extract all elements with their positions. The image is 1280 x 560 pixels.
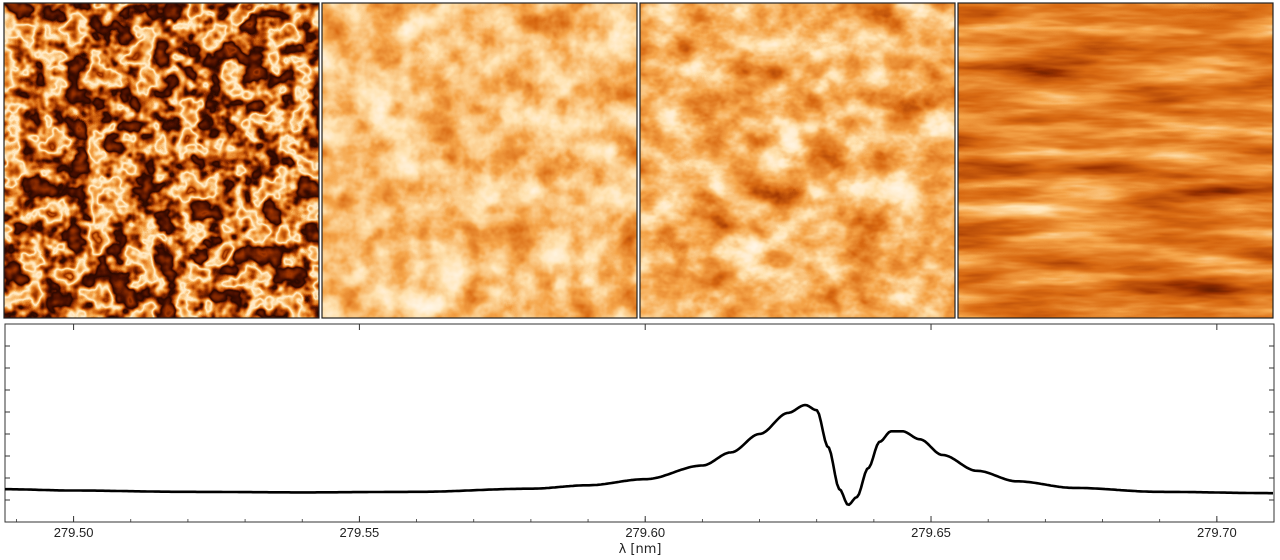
image-panel-3-border bbox=[639, 2, 956, 319]
image-panel-4-texture bbox=[958, 3, 1273, 318]
x-ticks: 279.50 279.55 279.60 279.65 279.70 bbox=[16, 324, 1275, 540]
image-panel-2 bbox=[321, 2, 638, 319]
spectrum-plot: 279.50 279.55 279.60 279.65 279.70 bbox=[4, 323, 1275, 540]
image-panel-1 bbox=[3, 2, 320, 319]
x-tick-label: 279.65 bbox=[911, 525, 951, 540]
plot-frame bbox=[4, 323, 1275, 523]
y-ticks bbox=[5, 345, 1274, 501]
x-tick-label: 279.50 bbox=[54, 525, 94, 540]
image-panels bbox=[3, 2, 1274, 319]
x-tick-label: 279.55 bbox=[340, 525, 380, 540]
image-panel-1-texture bbox=[4, 3, 319, 318]
x-tick-label: 279.60 bbox=[625, 525, 665, 540]
x-axis-label: λ [nm] bbox=[619, 542, 662, 557]
spectrum-line bbox=[5, 403, 1273, 507]
image-panel-4-border bbox=[957, 2, 1274, 319]
x-tick-label: 279.70 bbox=[1197, 525, 1237, 540]
image-panel-4 bbox=[957, 2, 1274, 319]
image-panel-1-border bbox=[3, 2, 320, 319]
image-panel-2-texture bbox=[322, 3, 637, 318]
image-panel-2-border bbox=[321, 2, 638, 319]
image-panel-3 bbox=[639, 2, 956, 319]
image-panel-3-texture bbox=[640, 3, 955, 318]
